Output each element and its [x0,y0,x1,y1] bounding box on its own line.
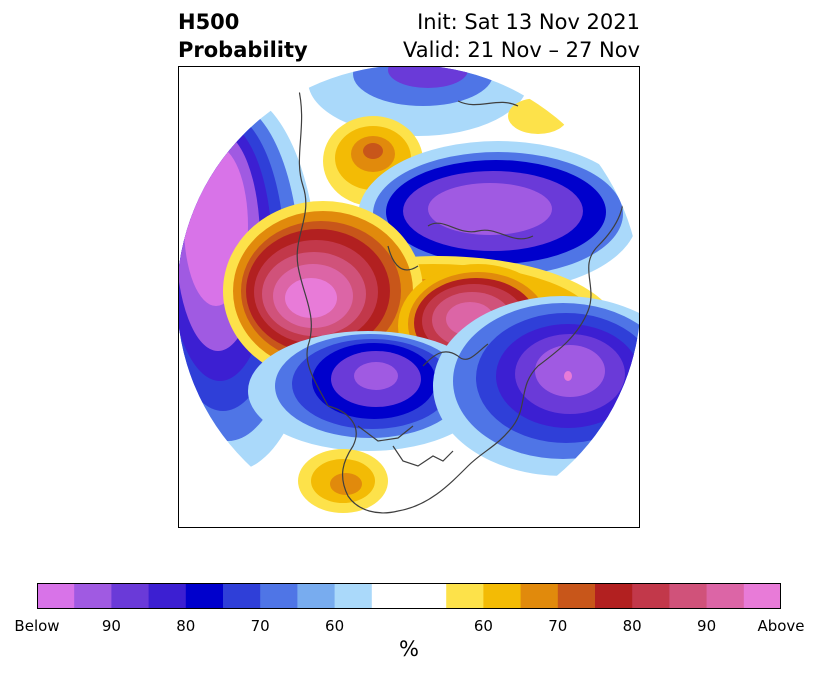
colorbar-border [37,583,781,609]
colorbar-swatch [111,583,150,609]
colorbar [37,583,782,609]
colorbar-swatch [334,583,373,609]
colorbar-swatch [669,583,708,609]
map-border [178,66,640,528]
colorbar-swatch [632,583,670,609]
colorbar-tick-label: 80 [622,617,642,635]
colorbar-tick-label: Below [14,617,60,635]
title-line-2: Probability [178,38,308,62]
colorbar-tick-label: 90 [697,617,717,635]
colorbar-tick-label: 60 [473,617,493,635]
title-line-1: H500 [178,10,240,34]
colorbar-swatches [37,583,782,609]
colorbar-swatch [706,583,745,609]
colorbar-swatch [223,583,261,609]
colorbar-swatch [483,583,522,609]
colorbar-unit: % [399,637,419,661]
colorbar-swatch [37,583,75,609]
map-panel [177,65,641,528]
colorbar-tick-label: 90 [101,617,121,635]
colorbar-tick-label: 70 [548,617,568,635]
below-anomaly-central [358,141,638,291]
colorbar-swatch [520,583,559,609]
colorbar-swatch [595,583,633,609]
valid-date-text: Valid: 21 Nov – 27 Nov [403,38,640,62]
colorbar-swatch [74,583,112,609]
colorbar-swatch [297,583,336,609]
colorbar-swatch [260,583,298,609]
colorbar-swatch [743,583,782,609]
colorbar-tick-label: 80 [176,617,196,635]
colorbar-swatch [185,583,224,609]
above-anomaly-arctic [508,98,568,134]
below-anomaly-north [308,65,528,136]
colorbar-swatch [409,583,447,609]
colorbar-swatch [446,583,484,609]
colorbar-swatch [148,583,187,609]
colorbar-swatch [371,583,410,609]
colorbar-tick-label: Above [757,617,805,635]
colorbar-tick-label: 70 [250,617,270,635]
colorbar-tick-label: 60 [325,617,345,635]
colorbar-swatch [557,583,596,609]
init-date-text: Init: Sat 13 Nov 2021 [417,10,640,34]
map-title: H500 Probability [178,8,308,64]
map-dates: Init: Sat 13 Nov 2021 Valid: 21 Nov – 27… [403,8,640,64]
probability-map [177,65,641,528]
